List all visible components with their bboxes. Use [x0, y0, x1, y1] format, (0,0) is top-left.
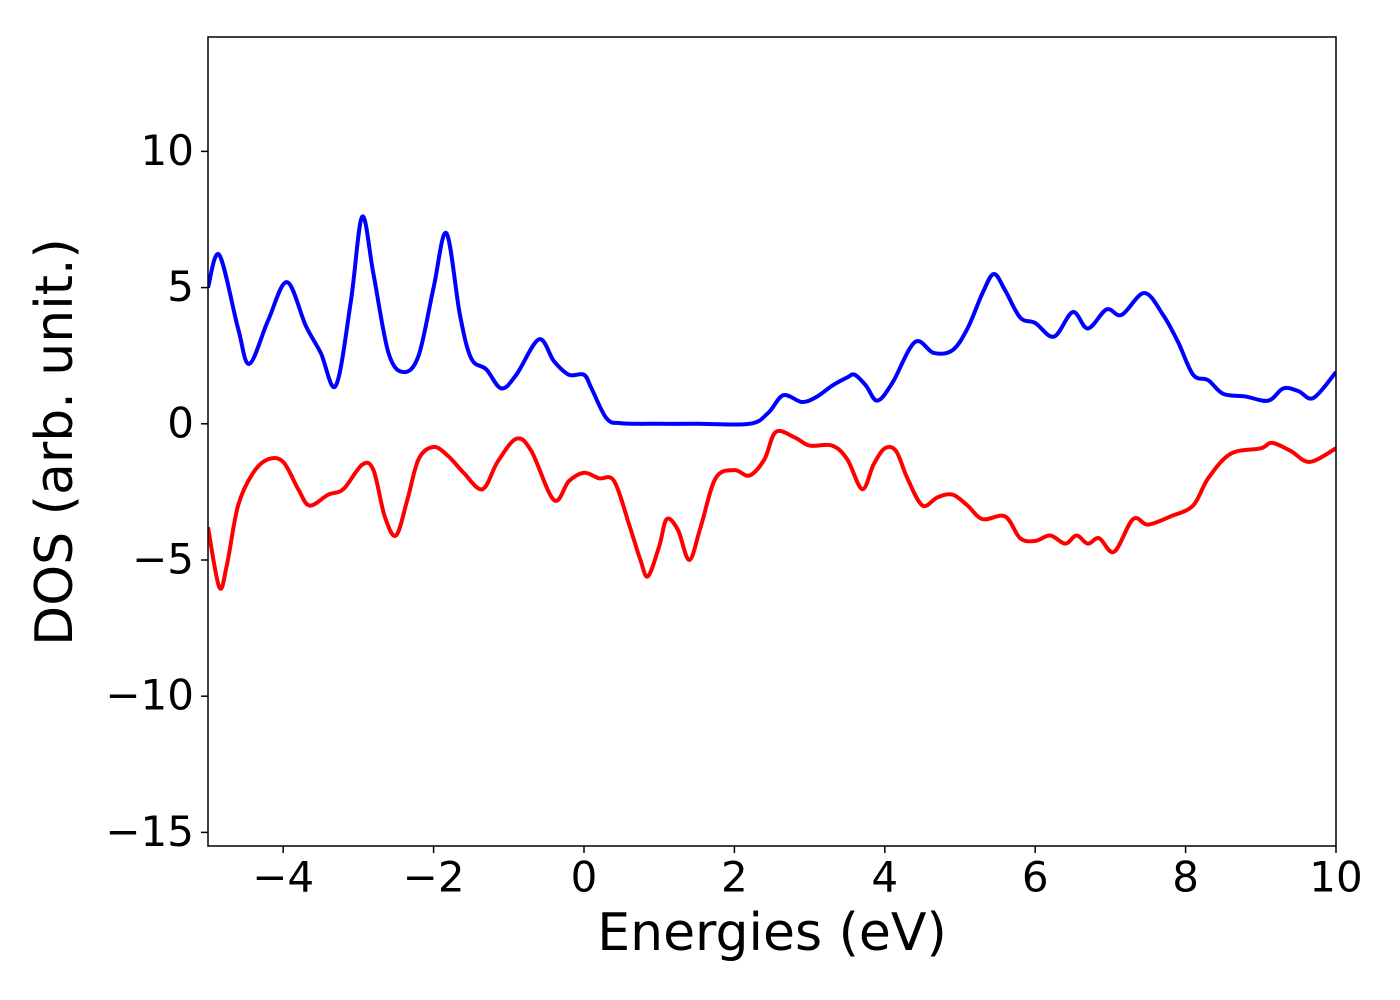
x-tick-label: −4	[252, 853, 314, 902]
y-tick-label: 5	[167, 262, 194, 311]
x-tick-label: 10	[1309, 853, 1362, 902]
line-series	[208, 428, 1336, 591]
line-series	[208, 214, 1336, 427]
x-tick-label: 8	[1172, 853, 1199, 902]
x-tick-label: 0	[571, 853, 598, 902]
y-tick-label: −5	[132, 534, 194, 583]
x-tick-label: 4	[871, 853, 898, 902]
y-tick-label: 0	[167, 398, 194, 447]
plot-frame	[207, 36, 1337, 847]
y-tick-label: −15	[105, 807, 194, 856]
y-tick-label: −10	[105, 671, 194, 720]
y-tick-label: 10	[141, 126, 194, 175]
x-axis-label: Energies (eV)	[597, 903, 946, 963]
x-tick-label: −2	[403, 853, 465, 902]
x-tick-label: 2	[721, 853, 748, 902]
x-tick-label: 6	[1022, 853, 1049, 902]
y-axis-label: DOS (arb. unit.)	[25, 238, 85, 646]
